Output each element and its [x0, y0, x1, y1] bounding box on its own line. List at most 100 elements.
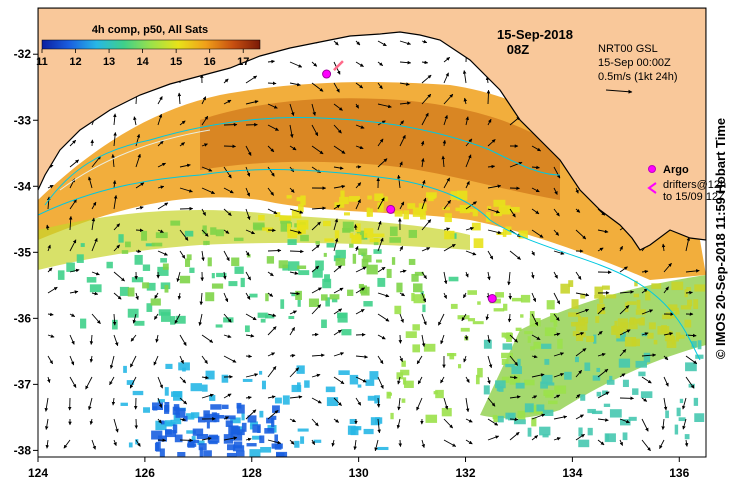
sst-pixel: [297, 265, 307, 270]
sst-pixel: [504, 332, 513, 339]
current-vector: [289, 103, 295, 117]
current-vector: [333, 166, 344, 170]
sst-pixel: [80, 243, 85, 247]
sst-pixel: [515, 327, 522, 331]
current-vector: [201, 187, 215, 194]
x-tick-label: 128: [242, 466, 262, 480]
sst-pixel: [459, 204, 470, 214]
sst-pixel: [233, 237, 244, 242]
current-vector: [245, 437, 252, 442]
sst-pixel: [312, 269, 323, 278]
current-vector: [223, 208, 232, 217]
current-vector: [111, 154, 115, 168]
sst-pixel: [597, 303, 605, 314]
sst-pixel: [678, 417, 686, 422]
current-vector: [129, 376, 137, 389]
current-vector: [399, 245, 404, 252]
sst-pixel: [477, 301, 481, 305]
sst-pixel: [578, 439, 590, 448]
sst-pixel: [411, 273, 419, 282]
sst-pixel: [223, 317, 234, 323]
current-vector: [113, 439, 117, 447]
sst-pixel: [191, 436, 196, 443]
sst-pixel: [483, 385, 490, 395]
current-vector: [311, 265, 320, 273]
current-vector: [377, 237, 384, 252]
sst-pixel: [326, 243, 335, 248]
current-vector: [179, 334, 187, 346]
sst-pixel: [457, 364, 462, 369]
sst-pixel: [164, 429, 177, 438]
sst-pixel: [287, 239, 297, 246]
argo-legend: Argo drifters@12h to 15/09 12Z: [647, 164, 726, 203]
current-vector: [641, 353, 657, 357]
sst-pixel: [164, 387, 169, 396]
sst-pixel: [252, 435, 262, 440]
current-vector: [377, 355, 384, 365]
sst-pixel: [274, 443, 282, 450]
current-vector: [355, 182, 362, 189]
sst-pixel: [586, 335, 594, 343]
current-vector: [245, 271, 252, 281]
current-vector: [267, 352, 276, 357]
current-vector: [199, 292, 204, 306]
current-vector: [462, 70, 467, 84]
sst-pixel: [622, 432, 628, 441]
current-vector: [289, 395, 303, 399]
sst-pixel: [394, 210, 403, 217]
sst-pixel: [665, 334, 674, 338]
sst-pixel: [228, 425, 239, 435]
current-vector: [355, 61, 364, 67]
current-vector: [377, 376, 384, 389]
sst-pixel: [375, 417, 383, 424]
sst-pixel: [226, 452, 237, 457]
sst-pixel: [511, 297, 523, 302]
current-vector: [113, 244, 121, 252]
sst-pixel: [599, 295, 604, 304]
current-vector: [289, 208, 304, 214]
sst-pixel: [374, 193, 384, 202]
current-vector: [443, 114, 448, 126]
sst-pixel: [252, 222, 265, 230]
current-vector: [174, 313, 181, 324]
sst-pixel: [679, 398, 684, 404]
current-vector: [355, 103, 360, 109]
current-vector: [421, 334, 426, 347]
current-vector: [641, 397, 648, 402]
sst-pixel: [271, 418, 275, 428]
sst-pixel: [615, 327, 620, 331]
sst-pixel: [264, 428, 275, 434]
sst-pixel: [492, 414, 498, 420]
sst-pixel: [151, 430, 163, 440]
sst-pixel: [184, 230, 194, 237]
sst-pixel: [349, 243, 354, 248]
sst-pixel: [518, 230, 528, 239]
current-vector: [399, 355, 403, 362]
current-vector: [153, 355, 159, 366]
current-vector: [333, 218, 339, 231]
sst-pixel: [366, 207, 370, 217]
sst-pixel: [697, 340, 702, 350]
sst-pixel: [557, 338, 563, 349]
sst-pixel: [247, 415, 257, 423]
sst-pixel: [57, 270, 65, 280]
current-vector: [201, 334, 214, 343]
current-vector: [399, 161, 403, 168]
sst-pixel: [211, 283, 224, 289]
sst-pixel: [161, 312, 171, 322]
sst-pixel: [605, 433, 610, 442]
sst-tick-label: 14: [136, 56, 149, 68]
current-vector: [553, 352, 564, 357]
current-vector: [89, 334, 94, 345]
sst-pixel: [617, 318, 628, 328]
sst-pixel: [300, 436, 305, 444]
x-tick-label: 132: [456, 466, 476, 480]
sst-pixel: [315, 260, 324, 271]
current-vector: [377, 61, 384, 67]
sst-pixel: [543, 390, 554, 396]
current-vector: [333, 82, 340, 93]
sst-pixel: [145, 243, 155, 247]
current-vector: [421, 112, 429, 126]
argo-float-marker: [322, 69, 332, 79]
